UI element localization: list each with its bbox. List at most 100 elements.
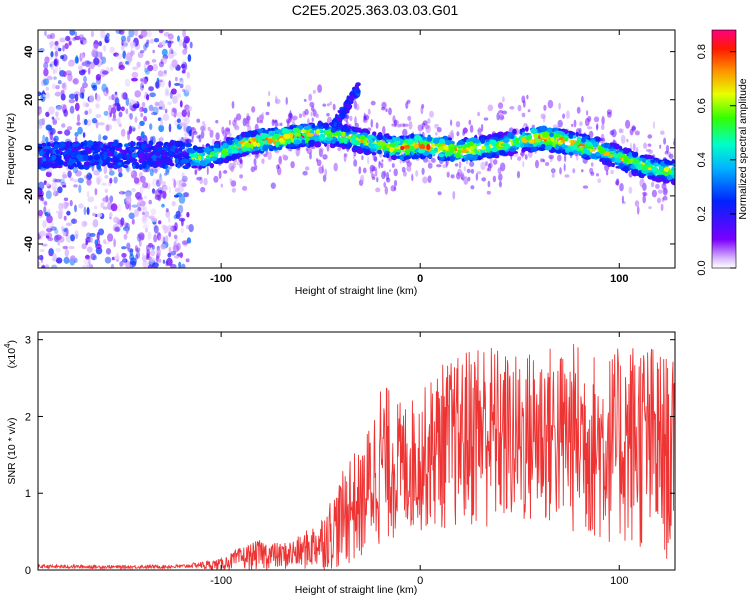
- snr-x-label: Height of straight line (km): [295, 584, 418, 596]
- heatmap-cell: [184, 132, 189, 137]
- heatmap-cell: [140, 82, 144, 91]
- heatmap-cell: [309, 101, 315, 108]
- heatmap-cell: [46, 75, 53, 81]
- heatmap-cell: [120, 189, 123, 195]
- heatmap-cell: [302, 170, 308, 176]
- heatmap-cell: [526, 94, 529, 100]
- heatmap-cell: [376, 134, 383, 141]
- heatmap-cell: [152, 49, 155, 54]
- heatmap-cell: [39, 190, 45, 197]
- heatmap-cell: [171, 88, 177, 95]
- heatmap-cell: [103, 110, 109, 116]
- heatmap-cell: [507, 151, 511, 156]
- heatmap-cell: [665, 144, 670, 154]
- heatmap-cell: [73, 184, 78, 188]
- heatmap-cell: [535, 159, 539, 169]
- heatmap-cell: [625, 119, 631, 129]
- heatmap-cell: [565, 110, 570, 119]
- heatmap-cell: [86, 172, 92, 181]
- heatmap-cell: [90, 253, 96, 261]
- heatmap-cell: [384, 186, 388, 195]
- heatmap-cell: [403, 123, 409, 127]
- heatmap-cell: [450, 119, 453, 126]
- heatmap-cell: [386, 139, 393, 143]
- heatmap-cell: [340, 109, 343, 114]
- heatmap-cell: [74, 102, 80, 112]
- heatmap-cell: [306, 132, 315, 137]
- heatmap-cell: [185, 142, 192, 148]
- heatmap-cell: [85, 174, 89, 180]
- heatmap-cell: [235, 113, 242, 121]
- heatmap-cell: [576, 106, 581, 114]
- colorbar-tick-label: 0.6: [696, 98, 708, 113]
- heatmap-cell: [181, 172, 185, 178]
- heatmap-cell: [101, 56, 107, 64]
- heatmap-cell: [127, 248, 134, 253]
- heatmap-cell: [142, 260, 148, 268]
- heatmap-cell: [235, 143, 242, 147]
- heatmap-cell: [110, 203, 118, 212]
- heatmap-cell: [579, 146, 584, 151]
- heatmap-cell: [429, 110, 434, 118]
- heatmap-cell: [468, 141, 474, 146]
- heatmap-cell: [43, 206, 47, 215]
- heatmap-cell: [278, 137, 285, 143]
- heatmap-cell: [588, 130, 594, 138]
- heatmap-cell: [283, 133, 291, 140]
- heatmap-cell: [59, 37, 66, 43]
- heatmap-cell: [149, 123, 153, 130]
- heatmap-cell: [170, 263, 177, 268]
- heatmap-cell: [52, 68, 56, 75]
- heatmap-cell: [431, 151, 436, 156]
- heatmap-cell: [393, 119, 398, 128]
- heatmap-cell: [196, 148, 205, 154]
- heatmap-cell: [600, 133, 605, 140]
- heatmap-cell: [81, 243, 87, 250]
- heatmap-cell: [114, 226, 120, 232]
- heatmap-cell: [530, 128, 538, 134]
- heatmap-cell: [474, 150, 480, 154]
- heatmap-cell: [69, 199, 73, 207]
- heatmap-cell: [632, 143, 636, 152]
- heatmap-cell: [149, 256, 155, 263]
- heatmap-cell: [395, 149, 402, 153]
- heatmap-cell: [38, 91, 42, 97]
- heatmap-cell: [356, 148, 364, 154]
- heatmap-cell: [160, 73, 168, 77]
- heatmap-cell: [626, 138, 629, 143]
- heatmap-cell: [137, 51, 144, 59]
- heatmap-cell: [458, 140, 464, 144]
- heatmap-cell: [125, 227, 129, 235]
- heatmap-cell: [97, 95, 101, 102]
- heatmap-cell: [407, 115, 412, 121]
- heatmap-cell: [146, 30, 152, 37]
- heatmap-cell: [100, 202, 105, 209]
- heatmap-cell: [86, 246, 93, 253]
- heatmap-cell: [250, 166, 256, 173]
- heatmap-cell: [540, 158, 545, 163]
- spectrogram-heatmap: [38, 30, 675, 268]
- heatmap-cell: [487, 104, 494, 112]
- heatmap-cell: [564, 174, 570, 178]
- heatmap-cell: [65, 70, 72, 76]
- heatmap-cell: [151, 178, 158, 187]
- heatmap-cell: [316, 128, 320, 135]
- heatmap-cell: [70, 255, 76, 262]
- heatmap-cell: [648, 206, 652, 210]
- heatmap-cell: [306, 148, 313, 155]
- heatmap-cell: [436, 164, 442, 168]
- heatmap-cell: [165, 208, 169, 213]
- snr-series: [38, 344, 675, 570]
- heatmap-cell: [194, 169, 197, 175]
- heatmap-cell: [68, 99, 76, 104]
- heatmap-cell: [124, 53, 132, 62]
- heatmap-cell: [113, 52, 119, 57]
- heatmap-cell: [499, 150, 506, 156]
- heatmap-cell: [209, 163, 214, 169]
- heatmap-cell: [150, 208, 157, 216]
- heatmap-cell: [382, 145, 387, 150]
- heatmap-cell: [371, 176, 376, 180]
- heatmap-cell: [61, 82, 66, 89]
- heatmap-cell: [581, 169, 584, 173]
- heatmap-cell: [138, 238, 142, 247]
